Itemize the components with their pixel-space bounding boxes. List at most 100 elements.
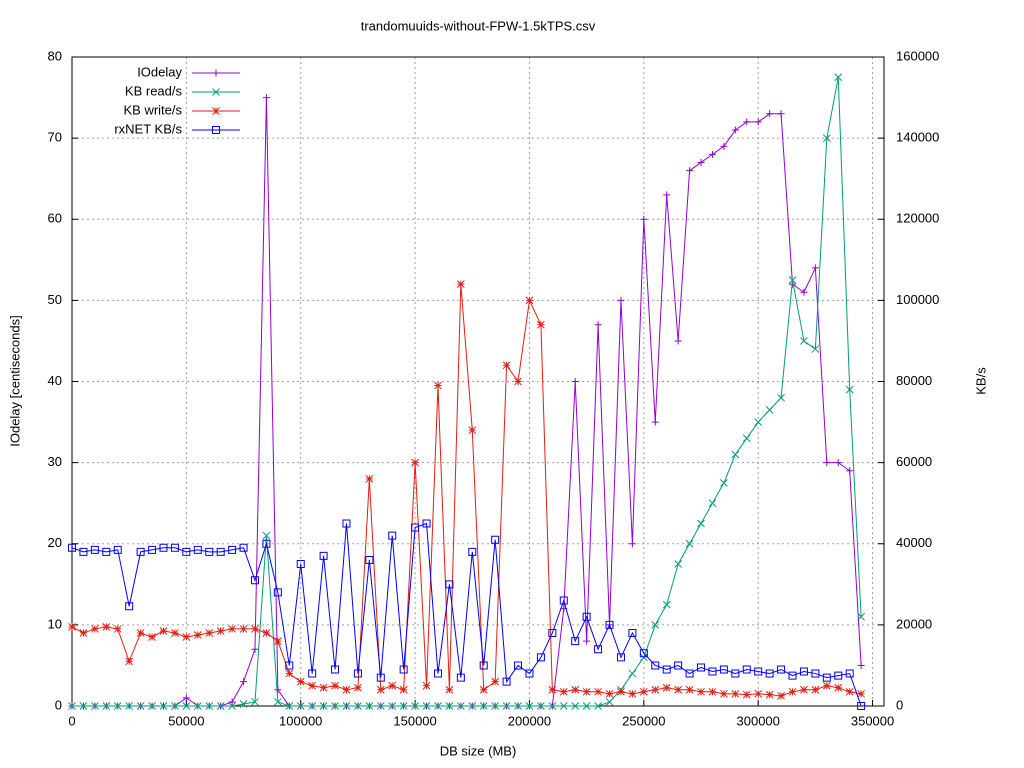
- point-marker: [811, 685, 820, 694]
- point-marker: [308, 702, 317, 710]
- y-tick-label: 30: [48, 454, 62, 469]
- point-marker: [822, 134, 831, 142]
- point-marker: [319, 683, 328, 692]
- point-marker: [479, 685, 488, 694]
- point-marker: [319, 551, 328, 560]
- point-marker: [113, 545, 122, 554]
- y-tick-label: 20: [48, 535, 62, 550]
- y2-tick-label: 20000: [896, 616, 932, 631]
- point-marker: [594, 702, 602, 710]
- point-marker: [113, 625, 122, 633]
- point-marker: [102, 547, 111, 556]
- point-marker: [754, 667, 763, 676]
- point-marker: [456, 702, 465, 710]
- point-marker: [456, 673, 465, 682]
- point-marker: [434, 702, 442, 710]
- point-marker: [148, 545, 157, 554]
- point-marker: [742, 690, 751, 699]
- point-marker: [468, 426, 477, 435]
- y2-tick-label: 120000: [896, 211, 939, 226]
- y-tick-label: 60: [48, 211, 62, 226]
- y2-tick-label: 60000: [896, 454, 932, 469]
- point-marker: [731, 450, 740, 459]
- point-marker: [308, 669, 317, 678]
- point-marker: [262, 531, 271, 540]
- point-marker: [171, 702, 179, 710]
- point-marker: [159, 702, 168, 710]
- point-marker: [365, 702, 374, 710]
- point-marker: [822, 673, 831, 682]
- point-marker: [445, 580, 454, 589]
- point-marker: [205, 547, 214, 556]
- point-marker: [857, 612, 865, 621]
- point-marker: [342, 685, 351, 694]
- point-marker: [411, 702, 419, 710]
- point-marker: [800, 337, 808, 345]
- point-marker: [811, 264, 819, 272]
- x-tick-label: 100000: [279, 713, 322, 728]
- point-marker: [811, 345, 820, 353]
- series-line: [72, 77, 862, 707]
- point-marker: [754, 118, 762, 126]
- point-marker: [605, 689, 614, 698]
- point-marker: [79, 702, 88, 710]
- point-marker: [228, 545, 237, 554]
- point-marker: [239, 625, 248, 633]
- point-marker: [616, 653, 625, 662]
- point-marker: [148, 633, 156, 641]
- point-marker: [514, 377, 522, 386]
- y-tick-label: 50: [48, 292, 62, 307]
- point-marker: [525, 296, 534, 305]
- point-marker: [686, 167, 694, 175]
- point-marker: [640, 215, 648, 223]
- point-marker: [537, 702, 545, 710]
- series-line: [71, 522, 862, 707]
- point-marker: [170, 543, 179, 552]
- point-marker: [296, 560, 305, 569]
- point-marker: [296, 677, 305, 686]
- legend-label: rxNET KB/s: [114, 121, 182, 136]
- point-marker: [857, 702, 866, 710]
- point-marker: [639, 687, 648, 696]
- point-marker: [639, 649, 648, 658]
- point-marker: [79, 547, 88, 556]
- point-marker: [228, 698, 236, 706]
- point-marker: [205, 629, 214, 637]
- point-marker: [274, 698, 282, 706]
- point-marker: [525, 669, 534, 678]
- point-marker: [491, 535, 500, 544]
- point-marker: [125, 657, 134, 666]
- point-marker: [91, 702, 99, 710]
- point-marker: [708, 150, 716, 158]
- point-marker: [536, 653, 545, 662]
- point-marker: [674, 661, 683, 670]
- point-marker: [777, 692, 785, 700]
- x-tick-label: 50000: [168, 713, 204, 728]
- point-marker: [239, 543, 248, 552]
- point-marker: [113, 702, 122, 710]
- point-marker: [823, 459, 831, 467]
- point-marker: [548, 702, 557, 710]
- point-marker: [639, 653, 648, 662]
- point-marker: [342, 702, 351, 710]
- x-tick-label: 200000: [508, 713, 551, 728]
- point-marker: [445, 702, 454, 710]
- point-marker: [617, 296, 625, 304]
- point-marker: [216, 627, 225, 635]
- point-marker: [765, 669, 774, 678]
- point-marker: [228, 702, 236, 710]
- point-marker: [159, 627, 168, 635]
- x-tick-label: 0: [68, 713, 75, 728]
- point-marker: [433, 669, 442, 678]
- point-marker: [240, 678, 248, 686]
- point-marker: [331, 665, 340, 674]
- point-marker: [148, 702, 156, 710]
- point-marker: [685, 669, 694, 678]
- point-marker: [697, 687, 705, 696]
- point-marker: [799, 667, 808, 676]
- point-marker: [651, 685, 660, 694]
- legend-marker: [212, 126, 220, 134]
- point-marker: [777, 665, 786, 674]
- legend-marker: [212, 107, 220, 115]
- point-marker: [251, 625, 259, 633]
